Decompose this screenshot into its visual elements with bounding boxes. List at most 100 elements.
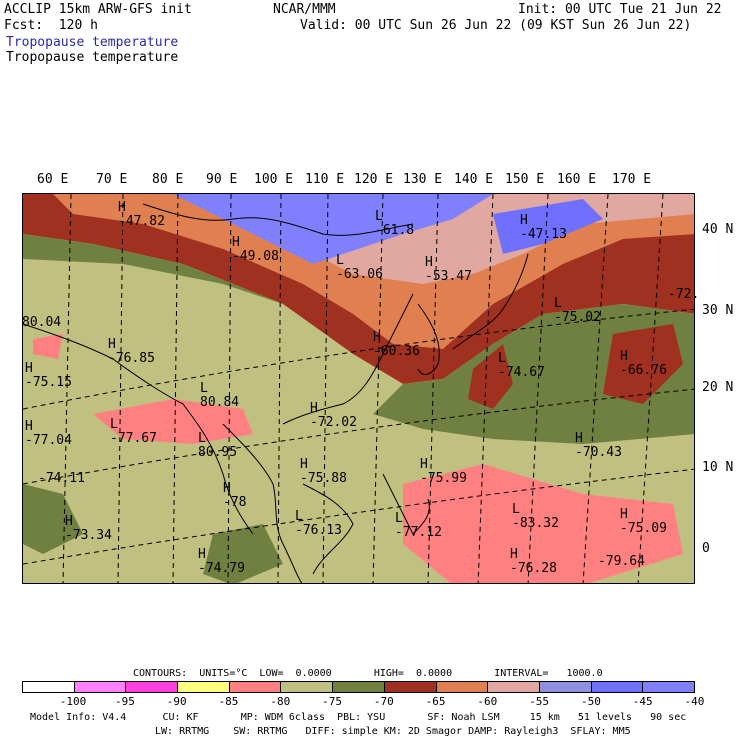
extremum-type: L [395, 511, 403, 526]
scale-tick-label: -70 [373, 695, 394, 708]
extremum-label: H -75.99 [420, 458, 467, 486]
extremum-value: -49.08 [232, 249, 279, 264]
scale-tick-label: -55 [529, 695, 550, 708]
color-swatch [436, 682, 489, 692]
valid-time: Valid: 00 UTC Sun 26 Jun 22 (09 KST Sun … [300, 18, 692, 33]
lat-label: 40 N [702, 222, 734, 237]
lat-label: 0 [702, 541, 710, 556]
lat-label: 10 N [702, 460, 734, 475]
extremum-value: -75.09 [620, 521, 667, 536]
extremum-label: H -75.88 [300, 458, 347, 486]
lat-label: 20 N [702, 380, 734, 395]
extremum-label: H -75.09 [620, 508, 667, 536]
extremum-value: -75.99 [420, 471, 467, 486]
lon-label: 100 E [254, 172, 294, 187]
extremum-value: 80.95 [198, 445, 238, 460]
color-swatch [539, 682, 592, 692]
extremum-type: H [223, 481, 231, 496]
extremum-label: L -75.02 [554, 297, 601, 325]
extremum-value: -76.85 [108, 351, 155, 366]
extremum-type: L [295, 509, 303, 524]
extremum-type: H [108, 337, 116, 352]
field-title-1: Tropopause temperature [6, 35, 179, 50]
extremum-label: L -77.12 [395, 512, 442, 540]
extremum-label: 80.04 [22, 316, 61, 330]
extremum-value: -72.02 [310, 415, 357, 430]
extremum-value: -47.82 [118, 214, 165, 229]
extremum-value: -83.32 [512, 516, 559, 531]
extremum-type: H [425, 255, 433, 270]
extremum-label: L 80.84 [200, 382, 239, 410]
extremum-value: 80.84 [200, 395, 240, 410]
extremum-type: H [510, 547, 518, 562]
lon-label: 120 E [354, 172, 394, 187]
model-info-line1: Model Info: V4.4 CU: KF MP: WDM 6class P… [30, 712, 687, 723]
scale-tick-label: -50 [580, 695, 601, 708]
extremum-label: H -75.15 [25, 362, 72, 390]
extremum-type: H [198, 547, 206, 562]
extremum-label: -74.11 [38, 472, 85, 486]
extremum-label: -72. [668, 288, 699, 302]
extremum-value: 80.04 [22, 315, 62, 330]
lon-label: 170 E [612, 172, 652, 187]
extremum-type: H [620, 507, 628, 522]
scale-tick-label: -80 [270, 695, 291, 708]
extremum-type: H [310, 401, 318, 416]
extremum-type: L [375, 209, 383, 224]
extremum-label: H -78 [223, 482, 246, 510]
color-swatch [178, 682, 230, 692]
scale-tick-label: -95 [115, 695, 135, 708]
extremum-label: L -74.67 [498, 352, 545, 380]
extremum-value: -75.02 [554, 310, 601, 325]
extremum-value: -74.79 [198, 561, 245, 576]
lon-label: 80 E [152, 172, 184, 187]
extremum-value: -75.15 [25, 375, 72, 390]
scale-tick-label: -90 [166, 695, 187, 708]
extremum-value: -74.11 [38, 471, 85, 486]
scale-tick-label: -75 [322, 695, 342, 708]
color-swatch [488, 682, 540, 692]
scale-tick-label: -85 [218, 695, 239, 708]
extremum-label: L 80.95 [198, 432, 237, 460]
extremum-label: -79.64 [598, 555, 645, 569]
color-scale-bar [22, 681, 695, 693]
extremum-type: H [373, 330, 381, 345]
extremum-type: L [336, 253, 344, 268]
extremum-value: -70.43 [575, 445, 622, 460]
extremum-label: H -73.34 [65, 515, 112, 543]
extremum-type: H [232, 235, 240, 250]
lat-label: 30 N [702, 303, 734, 318]
model-info-line2: LW: RRTMG SW: RRTMG DIFF: simple KM: 2D … [155, 726, 631, 737]
lon-label: 110 E [305, 172, 345, 187]
scale-tick-label: -65 [425, 695, 446, 708]
extremum-value: -60.36 [373, 344, 420, 359]
extremum-type: L [554, 296, 562, 311]
scale-tick-label: -40 [684, 695, 705, 708]
forecast-hour: Fcst: 120 h [4, 18, 98, 33]
extremum-value: -78 [223, 495, 247, 510]
extremum-type: H [300, 457, 308, 472]
extremum-label: H -74.79 [198, 548, 245, 576]
extremum-value: -77.67 [110, 431, 157, 446]
color-swatch [281, 682, 334, 692]
extremum-value: -66.76 [620, 363, 667, 378]
extremum-label: L -61.8 [375, 210, 414, 238]
tropopause-temperature-map [23, 194, 694, 583]
extremum-value: -73.34 [65, 528, 112, 543]
extremum-label: L -77.67 [110, 418, 157, 446]
lon-label: 130 E [403, 172, 443, 187]
extremum-type: L [110, 417, 118, 432]
scale-tick-label: -45 [632, 695, 653, 708]
extremum-type: H [25, 419, 33, 434]
extremum-label: H -49.08 [232, 236, 279, 264]
color-swatch [333, 682, 385, 692]
color-swatch [384, 682, 437, 692]
extremum-label: H -77.04 [25, 420, 72, 448]
extremum-label: H -76.28 [510, 548, 557, 576]
extremum-type: H [118, 200, 126, 215]
center-label: NCAR/MMM [273, 2, 336, 17]
extremum-value: -61.8 [375, 223, 415, 238]
init-time: Init: 00 UTC Tue 21 Jun 22 [518, 2, 722, 17]
extremum-label: H -53.47 [425, 256, 472, 284]
extremum-type: L [498, 351, 506, 366]
